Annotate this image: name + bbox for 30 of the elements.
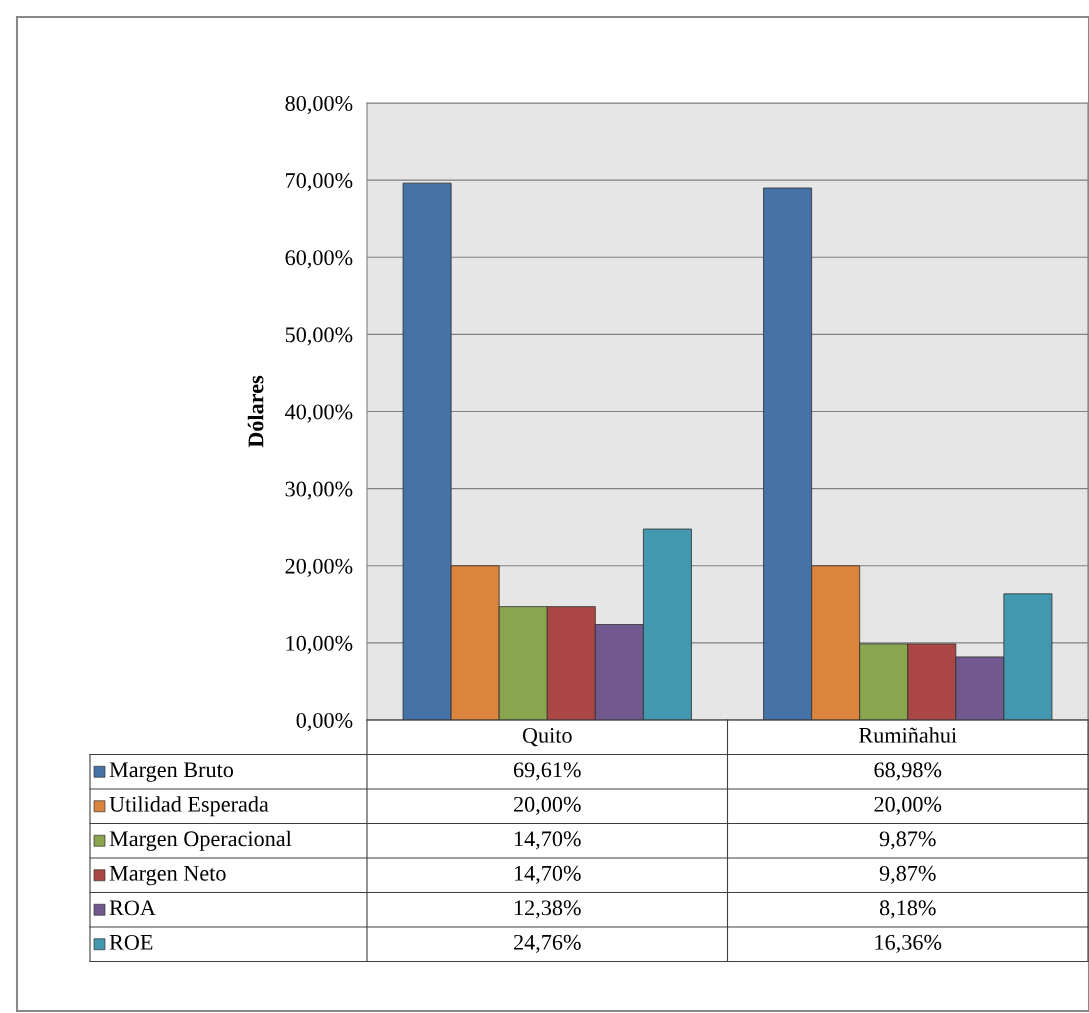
data-label: 24,76% — [513, 934, 581, 954]
y-tick-label: 50,00% — [285, 327, 353, 346]
legend-label: Utilidad Esperada — [109, 796, 269, 817]
data-label: 12,38% — [514, 900, 581, 919]
data-label: 9,87% — [879, 831, 936, 850]
y-axis-title: Dólares — [247, 375, 264, 448]
data-label: 8,18% — [879, 900, 936, 919]
y-tick-label: 70,00% — [286, 173, 353, 192]
data-label: 20,00% — [874, 796, 942, 816]
data-label: 68,98% — [874, 762, 942, 781]
data-label: 9,87% — [879, 865, 936, 885]
x-tick-label: Quito — [522, 727, 572, 747]
data-label: 14,70% — [514, 831, 581, 850]
legend-label: ROE — [109, 934, 153, 950]
y-tick-label: 20,00% — [285, 558, 353, 577]
y-tick-label: 0,00% — [296, 712, 353, 732]
y-tick-label: 40,00% — [285, 404, 353, 423]
y-tick-label: 10,00% — [286, 635, 353, 654]
data-label: 69,61% — [513, 762, 581, 781]
legend-label: Margen Bruto — [109, 762, 234, 782]
legend-label: Margen Operacional — [109, 830, 292, 851]
data-label: 16,36% — [875, 934, 942, 954]
y-tick-label: 60,00% — [285, 250, 353, 269]
data-label: 20,00% — [513, 796, 581, 816]
legend-label: Margen Neto — [109, 865, 226, 886]
y-tick-label: 80,00% — [285, 95, 353, 115]
y-tick-label: 30,00% — [285, 481, 353, 500]
data-label: 14,70% — [514, 865, 581, 885]
x-tick-label: Rumiñahui — [859, 727, 957, 743]
legend-label: ROA — [109, 900, 156, 916]
